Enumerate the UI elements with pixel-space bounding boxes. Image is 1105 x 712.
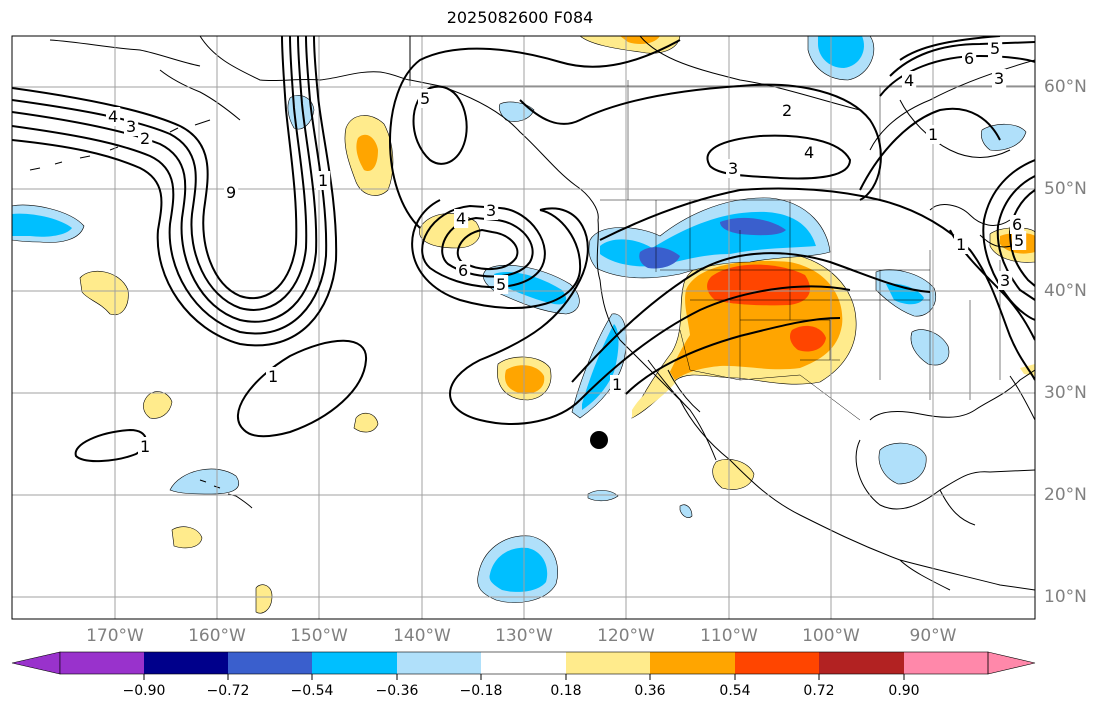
contour-label: 6 — [964, 49, 974, 68]
contour-lines — [12, 36, 1035, 463]
lon-label-100w: 100°W — [802, 626, 860, 646]
contour-label-halo — [780, 101, 795, 120]
contour-label-halo — [902, 71, 917, 90]
colorbar-tick: −0.72 — [206, 683, 250, 699]
contour-label-halo — [1010, 215, 1025, 234]
contour-label-halo — [418, 89, 433, 108]
contour-label-halo — [1012, 231, 1027, 250]
chart-title: 2025082600 F084 — [446, 8, 594, 27]
contour-label: 6 — [458, 261, 468, 280]
contour-label-halo — [926, 125, 941, 144]
lon-label-90w: 90°W — [909, 626, 957, 646]
contour-label-halo — [726, 159, 741, 178]
contour-label: 3 — [126, 117, 136, 136]
contour-label: 5 — [496, 275, 506, 294]
contour-label: 4 — [804, 143, 814, 162]
warm-region-hawaii-north — [79, 271, 129, 316]
contour-label-halo — [456, 261, 471, 280]
contour-label: 3 — [1000, 271, 1010, 290]
lat-label-40n: 40°N — [1044, 281, 1087, 301]
colorbar-extend-low — [11, 651, 61, 675]
colorbar — [11, 651, 1036, 680]
contour-label: 9 — [226, 183, 236, 202]
lon-label-110w: 110°W — [700, 626, 758, 646]
contour-label-halo — [494, 275, 509, 294]
land-outlines — [29, 36, 1035, 591]
contour-label-halo — [454, 209, 469, 228]
lon-label-140w: 140°W — [393, 626, 451, 646]
hot-core-four-corners — [707, 264, 810, 306]
contour-label-halo — [962, 49, 977, 68]
contour-label-halo — [992, 69, 1007, 88]
contour-label: 5 — [420, 89, 430, 108]
contour-label-halo — [138, 437, 153, 456]
contour-label: 4 — [904, 71, 914, 90]
contour-label: 1 — [612, 375, 622, 394]
contour-label: 5 — [1014, 231, 1024, 250]
colorbar-tick: 0.72 — [803, 683, 835, 699]
colorbar-tick: −0.18 — [459, 683, 503, 699]
storm-center-marker — [590, 431, 608, 449]
contour-label-halo — [954, 235, 969, 254]
colorbar-tick: 0.36 — [634, 683, 666, 699]
colorbar-tick: −0.54 — [290, 683, 334, 699]
colorbar-tick: −0.36 — [375, 683, 419, 699]
contour-label: 4 — [108, 107, 118, 126]
contour-label-halo — [224, 183, 239, 202]
lat-label-30n: 30°N — [1044, 383, 1087, 403]
colorbar-tick: 0.54 — [719, 683, 751, 699]
contour-label: 3 — [486, 201, 496, 220]
contour-label-halo — [316, 171, 331, 190]
graticule — [12, 36, 1035, 619]
contour-label: 4 — [456, 209, 466, 228]
lat-label-50n: 50°N — [1044, 179, 1087, 199]
contour-label-halo — [802, 143, 817, 162]
contour-label: 3 — [728, 159, 738, 178]
colorbar-extend-high — [987, 651, 1036, 675]
contour-label: 1 — [268, 367, 278, 386]
lat-label-10n: 10°N — [1044, 587, 1087, 607]
hot-core-texas — [790, 325, 826, 352]
contour-label: 5 — [990, 39, 1000, 58]
lat-label-60n: 60°N — [1044, 77, 1087, 97]
contour-label-halo — [988, 39, 1003, 58]
contour-label: 1 — [140, 437, 150, 456]
map-frame — [11, 35, 1036, 620]
contour-label: 1 — [956, 235, 966, 254]
contour-label: 6 — [1012, 215, 1022, 234]
contour-label-halo — [138, 129, 153, 148]
contour-label-halo — [610, 375, 625, 394]
contour-label-halo — [124, 117, 139, 136]
contour-label-halo — [998, 271, 1013, 290]
lon-label-160w: 160°W — [188, 626, 246, 646]
contour-label: 1 — [318, 171, 328, 190]
lon-label-130w: 130°W — [495, 626, 553, 646]
contour-label: 3 — [994, 69, 1004, 88]
contour-label-halo — [266, 367, 281, 386]
lon-label-170w: 170°W — [86, 626, 144, 646]
colorbar-tick: −0.90 — [122, 683, 166, 699]
lat-label-20n: 20°N — [1044, 485, 1087, 505]
contour-label-layer: 4 3 2 9 1 1 1 4 3 6 5 1 5 3 2 4 3 1 6 5 … — [106, 39, 1027, 456]
contour-label-halo — [484, 201, 499, 220]
contour-label-halo — [106, 107, 121, 126]
lon-label-150w: 150°W — [290, 626, 348, 646]
contour-label: 2 — [782, 101, 792, 120]
contour-label: 2 — [140, 129, 150, 148]
colorbar-tick: 0.90 — [888, 683, 920, 699]
lon-label-120w: 120°W — [597, 626, 655, 646]
contour-label: 1 — [928, 125, 938, 144]
colorbar-tick: 0.18 — [550, 683, 582, 699]
